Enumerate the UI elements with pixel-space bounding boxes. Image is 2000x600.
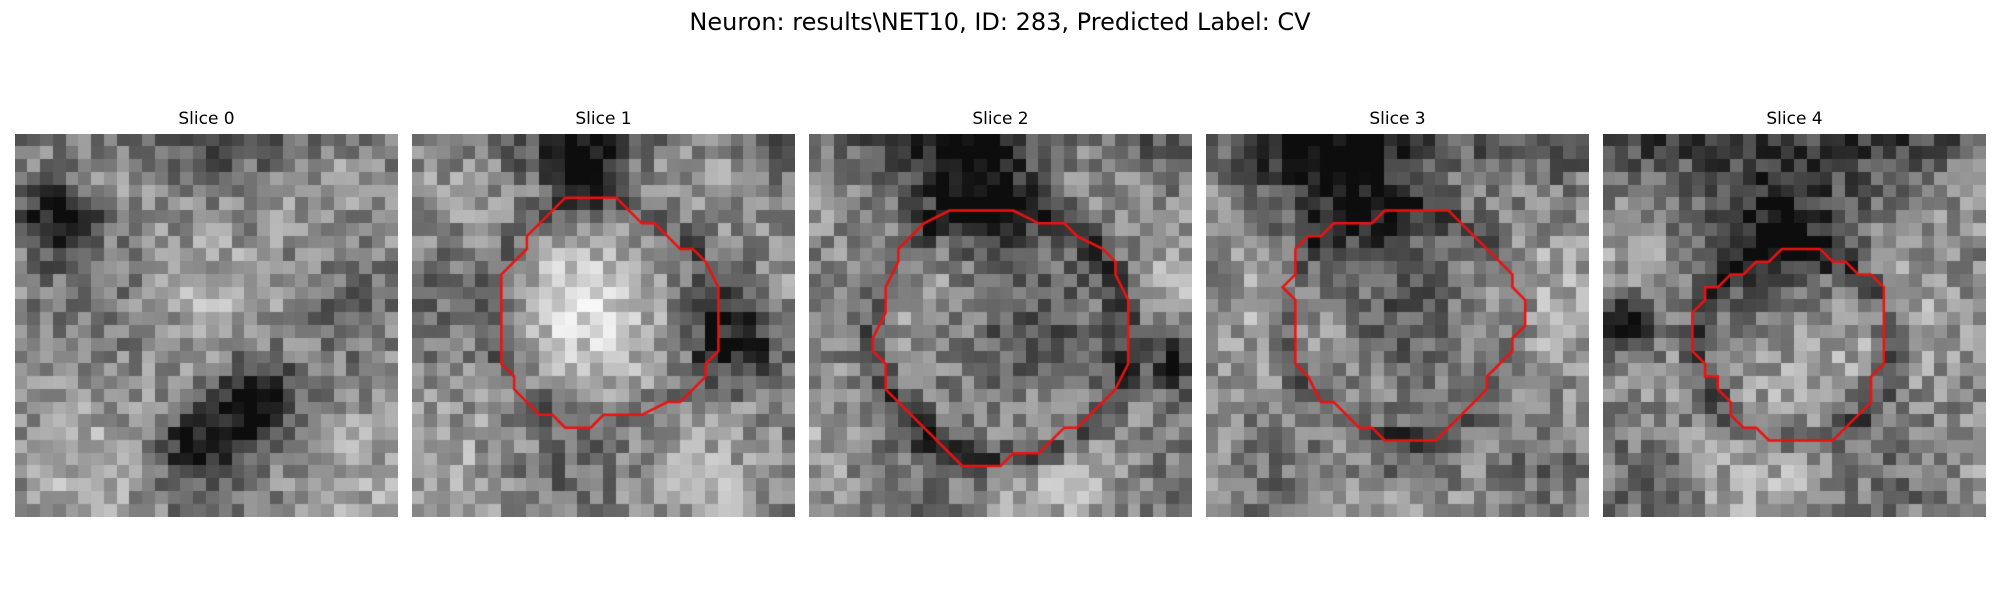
slice-image: [1206, 134, 1589, 517]
slice-image: [412, 134, 795, 517]
slice-panel-1: Slice 1: [412, 108, 795, 517]
slice-title: Slice 3: [1369, 109, 1426, 129]
slice-image: [809, 134, 1192, 517]
slice-title: Slice 1: [575, 109, 632, 129]
slice-panel-3: Slice 3: [1206, 108, 1589, 517]
slice-image: [15, 134, 398, 517]
slice-title: Slice 2: [972, 109, 1029, 129]
slice-panel-0: Slice 0: [15, 108, 398, 517]
slice-title: Slice 0: [178, 109, 235, 129]
slice-title: Slice 4: [1766, 109, 1823, 129]
figure-title: Neuron: results\NET10, ID: 283, Predicte…: [689, 8, 1311, 36]
slice-panel-4: Slice 4: [1603, 108, 1986, 517]
slice-panel-2: Slice 2: [809, 108, 1192, 517]
slice-image: [1603, 134, 1986, 517]
